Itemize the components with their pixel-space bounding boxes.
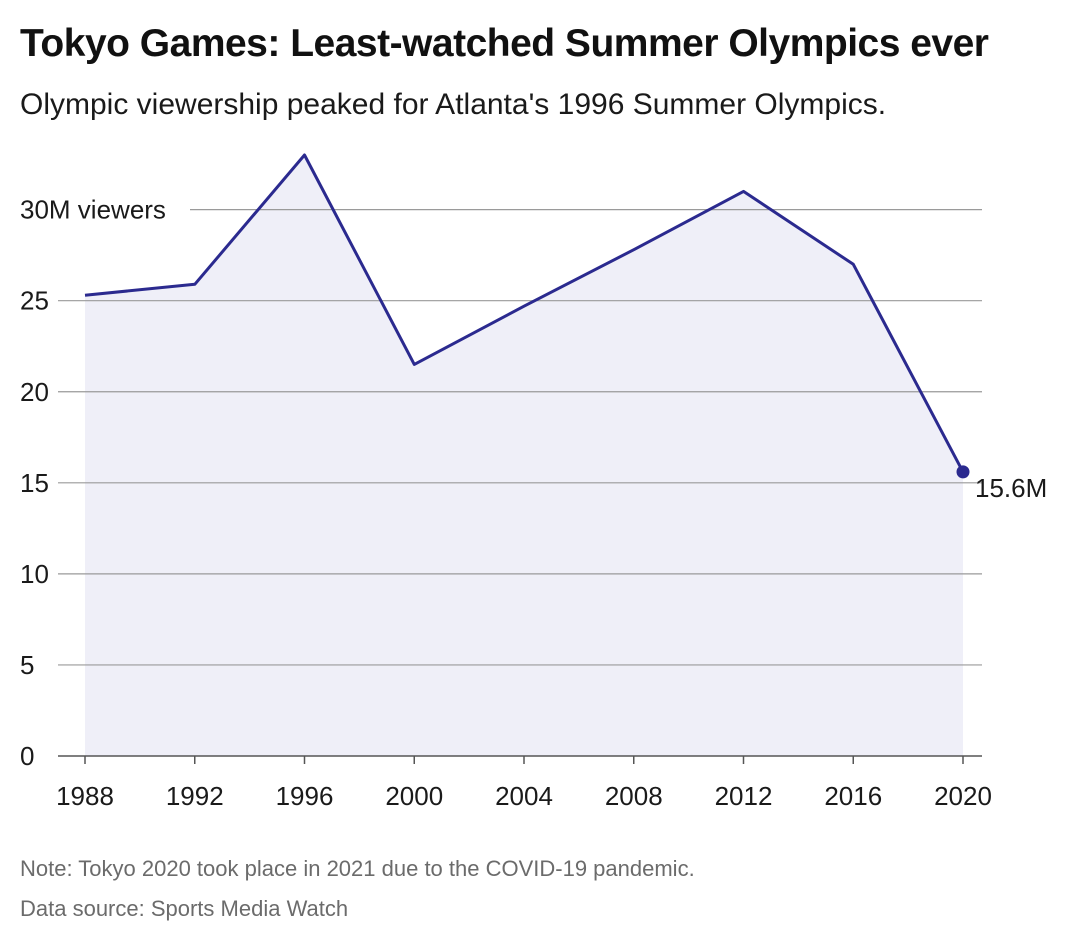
end-value-label: 15.6M bbox=[975, 473, 1047, 503]
tick-labels: 0 5 10 15 20 25 30M viewers 1988 1992 1996 2000 200… bbox=[20, 195, 992, 811]
x-tick-label: 1988 bbox=[56, 781, 114, 811]
x-tick-label: 2020 bbox=[934, 781, 992, 811]
chart-subtitle: Olympic viewership peaked for Atlanta's … bbox=[20, 88, 887, 121]
y-tick-label: 20 bbox=[20, 377, 49, 407]
x-tick-label: 2004 bbox=[495, 781, 553, 811]
x-tick-label: 2012 bbox=[715, 781, 773, 811]
y-tick-label: 25 bbox=[20, 286, 49, 316]
footer-source: Data source: Sports Media Watch bbox=[20, 896, 349, 921]
x-tick-label: 2000 bbox=[385, 781, 443, 811]
x-tick-label: 2016 bbox=[824, 781, 882, 811]
y-tick-label: 5 bbox=[20, 650, 34, 680]
x-tick-label: 2008 bbox=[605, 781, 663, 811]
y-tick-label: 0 bbox=[20, 741, 34, 771]
y-tick-label: 10 bbox=[20, 559, 49, 589]
chart-title: Tokyo Games: Least-watched Summer Olympi… bbox=[20, 22, 989, 65]
area-fill bbox=[85, 155, 963, 756]
y-tick-label: 15 bbox=[20, 468, 49, 498]
end-point-marker bbox=[956, 465, 970, 479]
data-points: 15.6M bbox=[956, 465, 1047, 503]
x-tick-label: 1992 bbox=[166, 781, 224, 811]
series-line bbox=[84, 153, 965, 473]
x-tick-label: 1996 bbox=[276, 781, 334, 811]
footer-note: Note: Tokyo 2020 took place in 2021 due … bbox=[20, 856, 695, 881]
y-tick-label: 30M viewers bbox=[20, 195, 166, 225]
axis-ticks bbox=[84, 756, 964, 764]
gridlines bbox=[58, 209, 982, 757]
